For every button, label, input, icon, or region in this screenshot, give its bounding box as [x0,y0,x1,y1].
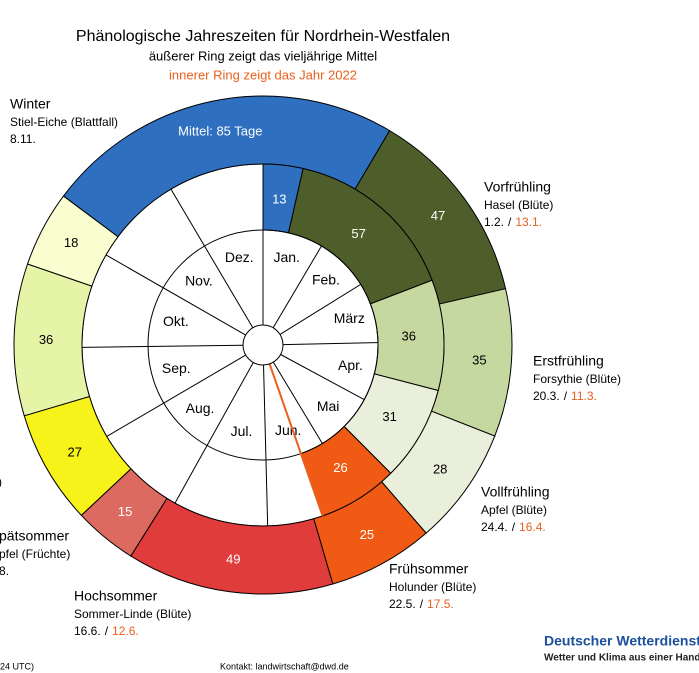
season-name: Frühsommer [389,561,469,577]
season-name: Vorfrühling [484,179,551,195]
footer-left: 24 UTC) [0,661,34,671]
inner-value-label: 57 [351,226,365,241]
hub [242,324,284,366]
brand-tagline: Wetter und Klima aus einer Hand [544,653,699,664]
season-name: Vollfrühling [481,484,550,500]
date-mean: 20.3. [533,389,560,403]
season-plant: Apfel (Blüte) [481,503,547,517]
date-mean: 16.6. [74,624,101,638]
month-spoke [170,188,254,329]
month-label: Okt. [163,313,189,329]
outer-value-label: 36 [39,332,53,347]
outer-segment [26,195,119,287]
season-dates: 22.5. /17.5. [389,597,454,611]
date-separator: / [508,215,512,229]
date-2022: 16.4. [519,520,546,534]
date-separator: / [105,624,109,638]
month-label: Nov. [185,272,213,288]
subtitle: äußerer Ring zeigt das vieljährige Mitte… [149,48,377,63]
season-dates: 24.4. /16.4. [481,520,546,534]
date-2022: 13.1. [515,215,542,229]
outer-value-label: 49 [226,551,240,566]
inner-value-label: 36 [402,328,416,343]
month-label: Feb. [312,271,340,287]
month-label: Aug. [186,400,215,416]
month-spoke [174,362,254,504]
season-dates: 20.3. /11.3. [533,389,597,403]
month-ring-edge [147,229,379,461]
season-plant: Forsythie (Blüte) [533,372,621,386]
outer-value-label: 18 [64,235,78,250]
contact: Kontakt: landwirtschaft@dwd.de [220,661,349,671]
subtitle-2022: innerer Ring zeigt das Jahr 2022 [169,67,357,82]
inner-value-label: 13 [272,191,286,206]
date-mean: 22.5. [389,597,416,611]
month-label: Jan. [273,249,299,265]
season-dates: 16.6. /12.6. [74,624,139,638]
month-label: Jul. [231,423,253,439]
date-separator: / [420,597,424,611]
date-marker [262,344,324,517]
season-plant: Holunder (Blüte) [389,580,476,594]
date-2022: 11.3. [571,389,597,403]
outer-value-label: 25 [360,527,374,542]
month-label: Sep. [162,360,191,376]
date-mean: 8.11. [10,132,36,146]
season-dates: 8. [0,564,9,578]
month-label: Mai [317,398,340,414]
chart-title: Phänologische Jahreszeiten für Nordrhein… [76,28,450,45]
brand: Deutscher Wetterdienst [544,633,699,649]
outer-value-label: 27 [68,444,82,459]
month-label: Dez. [225,249,254,265]
month-spoke [263,364,269,526]
month-spoke [106,354,246,437]
inner-value-label: 26 [333,460,347,475]
month-spoke [105,254,246,336]
date-separator: / [564,389,568,403]
month-spoke [82,344,244,348]
season-plant: Sommer-Linde (Blüte) [74,607,191,621]
month-label: März [334,310,365,326]
date-separator: / [512,520,516,534]
season-name: Winter [10,96,51,112]
season-name: Erstfrühling [533,353,604,369]
label-fragment: ) [0,475,2,489]
season-dates: 8.11. [10,132,36,146]
season-plant: pfel (Früchte) [0,547,70,561]
month-label: Apr. [338,357,363,373]
date-2022: 17.5. [427,597,454,611]
date-mean: 1.2. [484,215,504,229]
season-name: Hochsommer [74,588,158,604]
season-plant: Stiel-Eiche (Blattfall) [10,115,118,129]
outer-value-label: Mittel: 85 Tage [178,124,262,139]
season-dates: 1.2. /13.1. [484,215,542,229]
inner-value-label: 31 [382,409,396,424]
outer-value-label: 28 [433,462,447,477]
season-name: pätsommer [0,528,69,544]
month-label: Jun. [275,422,301,438]
outer-value-label: 15 [118,504,132,519]
outer-value-label: 35 [472,352,486,367]
date-2022: 12.6. [112,624,139,638]
outer-value-label: 47 [431,208,445,223]
date-mean: 24.4. [481,520,508,534]
date-mean: 8. [0,564,9,578]
season-plant: Hasel (Blüte) [484,198,553,212]
